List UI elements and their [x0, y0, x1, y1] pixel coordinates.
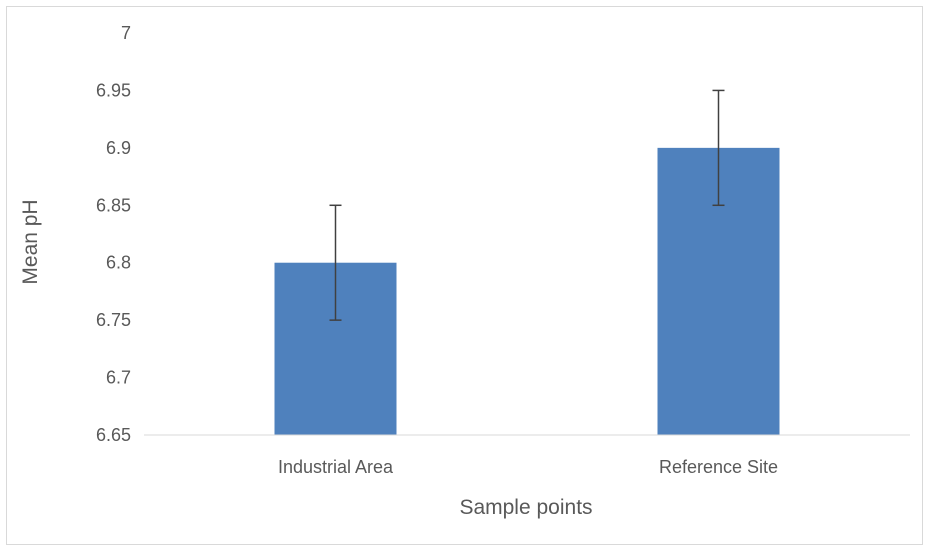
y-axis-ticks: 6.65 6.7 6.75 6.8 6.85 6.9 6.95 7 — [96, 23, 131, 445]
y-tick-label: 6.75 — [96, 310, 131, 330]
x-tick-label: Industrial Area — [278, 457, 394, 477]
x-axis-ticks: Industrial Area Reference Site — [278, 457, 778, 477]
y-tick-label: 6.7 — [106, 368, 131, 388]
x-axis-title: Sample points — [459, 496, 592, 519]
y-tick-label: 6.95 — [96, 80, 131, 100]
bars — [274, 147, 780, 435]
y-tick-label: 6.9 — [106, 138, 131, 158]
y-axis-title: Mean pH — [19, 199, 42, 284]
y-tick-label: 7 — [121, 23, 131, 43]
y-tick-label: 6.65 — [96, 425, 131, 445]
y-tick-label: 6.85 — [96, 195, 131, 215]
y-tick-label: 6.8 — [106, 253, 131, 273]
x-tick-label: Reference Site — [659, 457, 778, 477]
error-bars — [329, 89, 725, 321]
